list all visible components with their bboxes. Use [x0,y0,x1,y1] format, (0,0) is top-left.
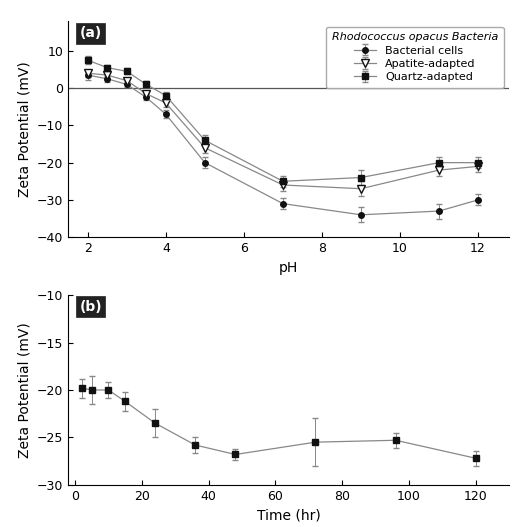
Legend: Bacterial cells, Apatite-adapted, Quartz-adapted: Bacterial cells, Apatite-adapted, Quartz… [326,27,503,88]
Y-axis label: Zeta Potential (mV): Zeta Potential (mV) [17,322,31,458]
Y-axis label: Zeta Potential (mV): Zeta Potential (mV) [17,61,31,197]
Text: (a): (a) [79,26,101,41]
Text: (b): (b) [79,300,102,314]
X-axis label: pH: pH [279,260,298,275]
X-axis label: Time (hr): Time (hr) [257,508,321,522]
